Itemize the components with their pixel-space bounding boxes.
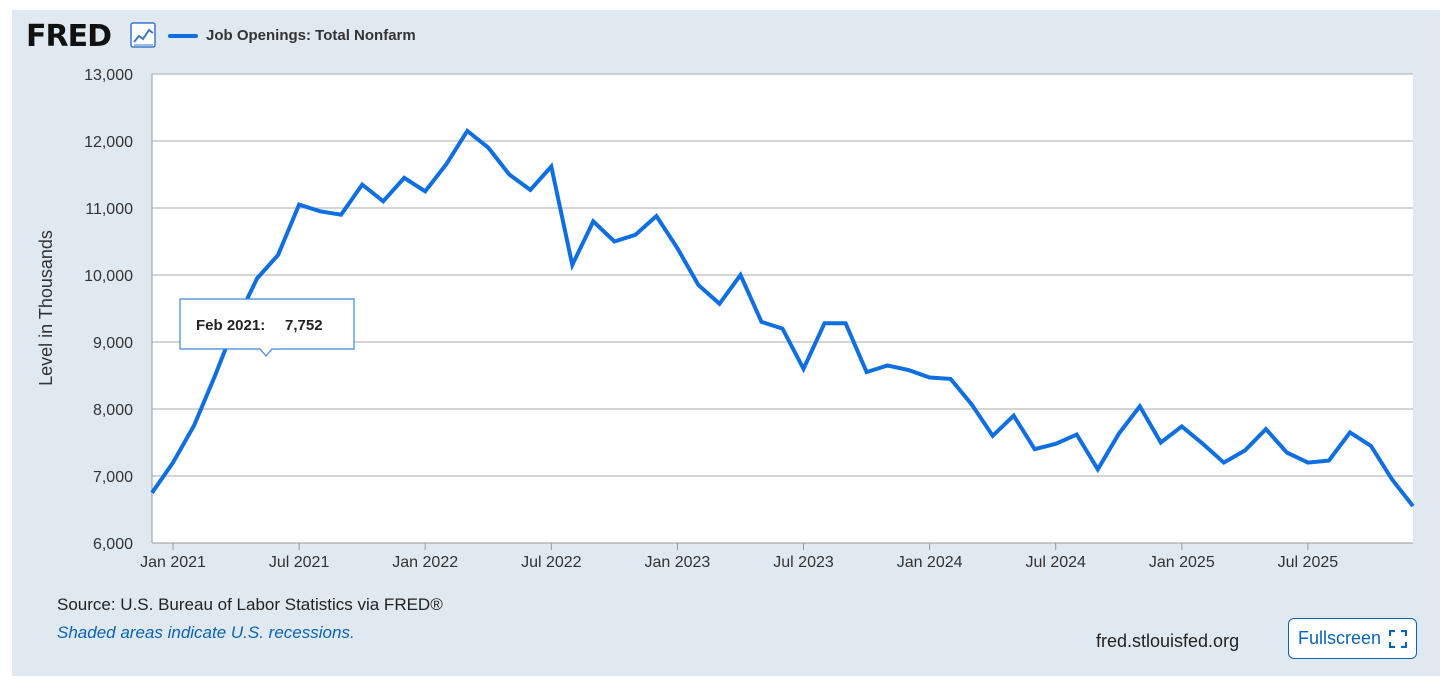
data-point xyxy=(276,252,281,257)
fullscreen-button[interactable]: Fullscreen xyxy=(1288,618,1417,659)
data-point xyxy=(1369,443,1374,448)
data-point xyxy=(255,276,260,281)
data-point xyxy=(1411,504,1416,509)
data-point xyxy=(1095,467,1100,472)
data-point xyxy=(213,373,218,378)
expand-icon xyxy=(1389,629,1408,648)
data-point xyxy=(528,187,533,192)
legend-line-swatch xyxy=(168,33,198,38)
data-point xyxy=(1011,413,1016,418)
data-point xyxy=(360,182,365,187)
data-point xyxy=(1074,432,1079,437)
data-point xyxy=(465,128,470,133)
data-point xyxy=(990,433,995,438)
data-point xyxy=(1284,450,1289,455)
y-tick-label: 6,000 xyxy=(93,536,133,553)
data-point xyxy=(969,402,974,407)
data-point xyxy=(1053,441,1058,446)
recession-note: Shaded areas indicate U.S. recessions. xyxy=(57,623,355,642)
chart-legend[interactable]: Job Openings: Total Nonfarm xyxy=(168,27,416,44)
data-point xyxy=(486,145,491,150)
data-point xyxy=(1116,431,1121,436)
data-point xyxy=(570,262,575,267)
data-point xyxy=(654,214,659,219)
source-text: Source: U.S. Bureau of Labor Statistics … xyxy=(57,595,443,614)
tooltip-box xyxy=(179,298,355,357)
y-tick-label: 10,000 xyxy=(84,268,133,285)
data-point xyxy=(1348,430,1353,435)
y-tick-label: 9,000 xyxy=(93,335,133,352)
data-point xyxy=(297,202,302,207)
data-point xyxy=(318,209,323,214)
data-point xyxy=(1179,424,1184,429)
x-tick-label: Jul 2023 xyxy=(773,554,834,571)
data-point xyxy=(444,162,449,167)
data-point xyxy=(1221,460,1226,465)
data-point xyxy=(717,301,722,306)
site-url[interactable]: fred.stlouisfed.org xyxy=(1096,631,1240,651)
data-point xyxy=(801,366,806,371)
x-tick-label: Jul 2025 xyxy=(1278,554,1339,571)
data-point xyxy=(927,375,932,380)
series-line xyxy=(150,127,1415,508)
data-point xyxy=(633,232,638,237)
fullscreen-label: Fullscreen xyxy=(1297,628,1382,648)
data-point xyxy=(1305,460,1310,465)
legend-series-label: Job Openings: Total Nonfarm xyxy=(206,27,416,44)
x-tick-label: Jan 2021 xyxy=(140,554,206,571)
data-point xyxy=(1326,458,1331,463)
data-point xyxy=(171,460,176,465)
data-point xyxy=(150,490,155,495)
data-point xyxy=(612,239,617,244)
data-point xyxy=(381,199,386,204)
x-tick-label: Jul 2021 xyxy=(269,554,330,571)
data-point xyxy=(675,246,680,251)
y-tick-label: 8,000 xyxy=(93,402,133,419)
y-axis-title: Level in Thousands xyxy=(36,230,56,386)
data-point xyxy=(1263,427,1268,432)
plot-area xyxy=(152,74,1413,543)
data-point xyxy=(192,423,197,428)
fred-logo[interactable]: FRED xyxy=(26,19,112,54)
data-point xyxy=(843,321,848,326)
data-point xyxy=(822,321,827,326)
data-point xyxy=(1390,477,1395,482)
data-point xyxy=(780,326,785,331)
trend-chart-icon xyxy=(130,22,156,48)
x-tick-label: Jul 2022 xyxy=(521,554,582,571)
data-point xyxy=(864,370,869,375)
data-point xyxy=(339,212,344,217)
y-tick-label: 12,000 xyxy=(84,134,133,151)
data-point xyxy=(885,363,890,368)
x-tick-label: Jan 2024 xyxy=(897,554,963,571)
data-point xyxy=(1137,404,1142,409)
x-tick-label: Jan 2022 xyxy=(392,554,458,571)
tooltip-value: 7,752 xyxy=(285,317,323,334)
data-point xyxy=(402,175,407,180)
data-point xyxy=(738,273,743,278)
data-point xyxy=(1158,440,1163,445)
x-tick-label: Jul 2024 xyxy=(1025,554,1086,571)
data-point xyxy=(1200,441,1205,446)
x-tick-label: Jan 2025 xyxy=(1149,554,1215,571)
data-point xyxy=(948,376,953,381)
data-point xyxy=(759,319,764,324)
tooltip-label: Feb 2021: xyxy=(196,317,265,334)
data-point xyxy=(1032,447,1037,452)
data-point xyxy=(1242,448,1247,453)
data-point xyxy=(549,164,554,169)
data-point xyxy=(507,172,512,177)
y-tick-label: 13,000 xyxy=(84,67,133,84)
x-tick-label: Jan 2023 xyxy=(644,554,710,571)
y-tick-label: 7,000 xyxy=(93,469,133,486)
data-point xyxy=(696,283,701,288)
data-point xyxy=(906,368,911,373)
data-point xyxy=(423,189,428,194)
data-point xyxy=(591,219,596,224)
y-tick-label: 11,000 xyxy=(85,201,133,218)
